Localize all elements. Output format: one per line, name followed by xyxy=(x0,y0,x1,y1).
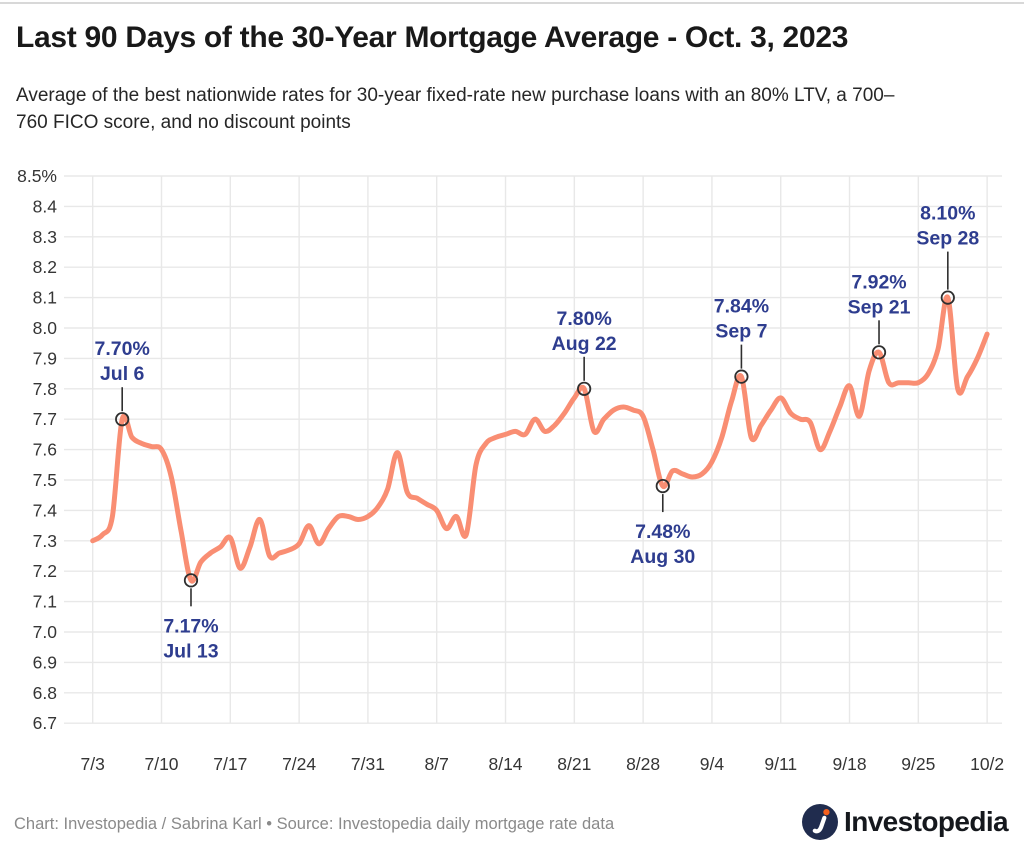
annotation-date: Sep 21 xyxy=(848,296,911,318)
marker-jul-13 xyxy=(183,573,199,588)
subtitle-line-1: Average of the best nationwide rates for… xyxy=(16,85,895,106)
y-tick-label: 6.8 xyxy=(33,683,57,703)
annotation-value: 8.10% xyxy=(920,203,975,225)
annotation-sep-21: 7.92% Sep 21 xyxy=(848,271,911,360)
y-tick-label: 7.4 xyxy=(33,500,58,520)
rate-line xyxy=(90,294,990,584)
x-tick-label: 8/14 xyxy=(488,754,522,774)
annotation-date: Jul 13 xyxy=(163,640,218,662)
annotation-sep-28: 8.10% Sep 28 xyxy=(916,203,979,305)
y-tick-label: 8.4 xyxy=(33,196,58,216)
top-divider xyxy=(0,2,1024,4)
annotation-date: Sep 7 xyxy=(715,321,767,343)
x-tick-label: 7/31 xyxy=(351,754,385,774)
annotation-date: Jul 6 xyxy=(100,363,145,385)
x-tick-label: 7/10 xyxy=(144,754,178,774)
x-tick-label: 10/2 xyxy=(970,754,1004,774)
y-tick-label: 6.7 xyxy=(33,713,57,733)
page-title: Last 90 Days of the 30-Year Mortgage Ave… xyxy=(16,21,849,54)
annotation-value: 7.70% xyxy=(95,338,150,360)
x-tick-label: 9/11 xyxy=(764,754,797,774)
annotation-sep-7: 7.84% Sep 7 xyxy=(714,296,769,384)
annotations: 7.70% Jul 6 7.17% Jul 13 7.80% Aug 22 7.48% Aug… xyxy=(95,203,980,663)
marker-jul-6 xyxy=(115,412,130,427)
annotation-value: 7.84% xyxy=(714,296,769,318)
source-credit: Chart: Investopedia / Sabrina Karl • Sou… xyxy=(14,815,615,833)
y-tick-label: 7.1 xyxy=(33,592,57,612)
y-tick-label: 6.9 xyxy=(33,652,57,672)
y-tick-label: 8.1 xyxy=(33,288,57,308)
annotation-value: 7.92% xyxy=(851,271,906,293)
investopedia-logo-icon xyxy=(802,804,839,840)
y-axis-labels: 8.5% 8.4 8.3 8.2 8.1 8.0 7.9 7.8 7.7 7.6 7.5 7.4 7.3… xyxy=(17,166,57,733)
annotation-aug-22: 7.80% Aug 22 xyxy=(552,308,617,396)
x-tick-label: 7/17 xyxy=(213,754,247,774)
y-tick-label: 8.0 xyxy=(33,318,58,338)
annotation-date: Aug 22 xyxy=(552,333,617,355)
annotation-value: 7.17% xyxy=(163,615,218,637)
marker-aug-30 xyxy=(655,478,670,494)
y-tick-label: 7.9 xyxy=(33,348,57,368)
annotation-date: Aug 30 xyxy=(630,546,695,568)
annotation-value: 7.48% xyxy=(635,521,690,543)
y-tick-label: 7.2 xyxy=(33,561,57,581)
y-tick-label: 8.5% xyxy=(17,166,57,186)
chart-subtitle: Average of the best nationwide rates for… xyxy=(16,82,894,136)
annotation-aug-30: 7.48% Aug 30 xyxy=(630,478,695,568)
marker-sep-7 xyxy=(734,369,749,384)
y-tick-label: 8.2 xyxy=(33,257,57,277)
x-tick-label: 9/18 xyxy=(833,754,867,774)
x-axis-labels: 7/3 7/10 7/17 7/24 7/31 8/7 8/14 8/21 8/28 9/4 9/1… xyxy=(81,754,1005,774)
gridlines xyxy=(64,175,1002,724)
y-tick-label: 8.3 xyxy=(33,227,57,247)
y-tick-label: 7.8 xyxy=(33,379,57,399)
investopedia-wordmark: Investopedia xyxy=(844,806,1009,837)
mortgage-rate-line-chart: 8.5% 8.4 8.3 8.2 8.1 8.0 7.9 7.8 7.7 7.6 7.5 7.4 7.3… xyxy=(17,166,1005,774)
x-tick-label: 7/24 xyxy=(282,754,316,774)
annotation-jul-13: 7.17% Jul 13 xyxy=(163,573,219,662)
logo-i-stem xyxy=(812,815,827,834)
x-tick-label: 9/4 xyxy=(700,754,725,774)
logo-i-dot xyxy=(823,809,830,816)
y-tick-label: 7.0 xyxy=(33,622,58,642)
subtitle-line-2: 760 FICO score, and no discount points xyxy=(16,112,351,133)
y-tick-label: 7.6 xyxy=(33,440,57,460)
x-tick-label: 8/28 xyxy=(626,754,660,774)
marker-aug-22 xyxy=(577,381,592,396)
annotation-date: Sep 28 xyxy=(916,228,979,250)
marker-sep-21 xyxy=(871,345,887,360)
y-tick-label: 7.7 xyxy=(33,409,57,429)
annotation-jul-6: 7.70% Jul 6 xyxy=(95,338,150,427)
y-tick-label: 7.5 xyxy=(33,470,57,490)
x-tick-label: 9/25 xyxy=(901,754,935,774)
y-tick-label: 7.3 xyxy=(33,531,57,551)
x-tick-label: 7/3 xyxy=(81,754,105,774)
investopedia-logo: Investopedia xyxy=(802,804,1009,840)
marker-sep-28 xyxy=(940,290,955,305)
x-tick-label: 8/7 xyxy=(425,754,449,774)
x-tick-label: 8/21 xyxy=(557,754,591,774)
annotation-value: 7.80% xyxy=(557,308,612,330)
